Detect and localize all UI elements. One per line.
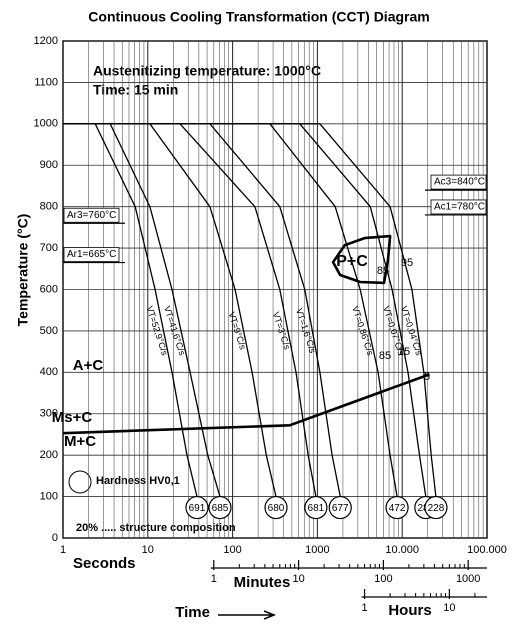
y-tick-label: 200	[40, 449, 58, 461]
hardness-label: 685	[212, 503, 229, 514]
hardness-circle	[208, 495, 232, 520]
y-tick-label: 1100	[34, 76, 58, 88]
x-tick-label: 100	[223, 544, 241, 556]
y-tick-label: 300	[40, 408, 58, 420]
x-tick-label: 10	[443, 602, 455, 614]
hardness-label: 680	[268, 503, 285, 514]
hardness-circle	[424, 495, 448, 520]
x-tick-label: 1000	[305, 544, 329, 556]
legend-circle	[68, 470, 92, 494]
critical-temperature-label: Ar1=665°C	[67, 249, 116, 260]
y-tick-label: 700	[40, 242, 58, 254]
critical-temperature-label: Ar3=760°C	[67, 210, 116, 221]
x-axis-label: Seconds	[73, 555, 136, 572]
hardness-label: 677	[332, 503, 349, 514]
time-label: Time	[175, 604, 210, 621]
x-tick-label: 100.000	[467, 544, 507, 556]
hardness-label: 691	[189, 503, 206, 514]
x-tick-label: 1	[60, 544, 66, 556]
critical-temperature-box	[63, 207, 120, 223]
x-tick-label: 10	[142, 544, 154, 556]
legend-text: Hardness HV0,1	[96, 475, 180, 487]
hardness-circle	[185, 495, 209, 520]
x3-axis-label: Hours	[388, 602, 431, 619]
x-tick-label: 100	[374, 573, 392, 585]
hardness-label: 472	[389, 503, 406, 514]
hardness-circle	[264, 495, 288, 520]
percent-label: 5	[424, 371, 430, 383]
annotation: Time: 15 min	[93, 82, 178, 98]
phase-label: M+C	[64, 433, 96, 450]
hardness-circle	[304, 495, 328, 520]
x-tick-label: 1000	[456, 573, 480, 585]
hardness-label: 681	[308, 503, 325, 514]
y-axis-label: Temperature (°C)	[15, 214, 31, 327]
x-tick-label: 1	[211, 573, 217, 585]
chart-title: Continuous Cooling Transformation (CCT) …	[88, 9, 429, 25]
y-tick-label: 1200	[34, 35, 58, 47]
pc-region	[331, 234, 392, 285]
percent-label: 15	[398, 346, 410, 358]
ms-line	[62, 373, 430, 435]
y-tick-label: 100	[40, 490, 58, 502]
x-tick-label: 10	[292, 573, 304, 585]
hardness-circle	[328, 495, 352, 520]
x-tick-label: 1	[362, 602, 368, 614]
critical-temperature-label: Ac1=780°C	[434, 202, 485, 213]
y-tick-label: 800	[40, 201, 58, 213]
y-tick-label: 0	[52, 532, 58, 544]
phase-label: A+C	[73, 357, 104, 374]
y-tick-label: 900	[40, 159, 58, 171]
y-tick-label: 500	[40, 325, 58, 337]
legend-text: 20% ..... structure composition	[76, 522, 236, 534]
x-tick-label: 10.000	[385, 544, 419, 556]
phase-label: Ms+C	[52, 409, 93, 426]
critical-temperature-box	[430, 199, 487, 215]
phase-label: P+C	[336, 253, 368, 270]
hardness-label: 228	[428, 503, 445, 514]
hardness-circle	[385, 495, 409, 520]
y-tick-label: 400	[40, 366, 58, 378]
percent-label: 85	[377, 265, 389, 277]
critical-temperature-box	[63, 247, 120, 262]
y-tick-label: 1000	[34, 118, 58, 130]
x2-axis-label: Minutes	[234, 574, 291, 591]
percent-label: 95	[401, 257, 413, 269]
time-arrow	[218, 610, 277, 620]
critical-temperature-box	[430, 174, 487, 190]
cooling-curve	[63, 123, 437, 497]
critical-temperature-label: Ac3=840°C	[434, 177, 485, 188]
y-tick-label: 600	[40, 283, 58, 295]
percent-label: 85	[379, 350, 391, 362]
